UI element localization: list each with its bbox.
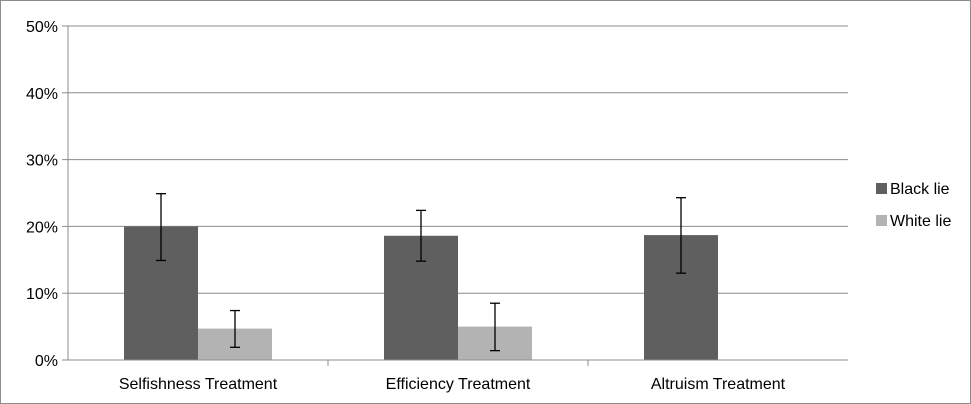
legend: Black lie White lie	[876, 181, 951, 230]
legend-label: Black lie	[890, 181, 950, 198]
x-category-label: Selfishness Treatment	[119, 376, 278, 393]
x-category-label: Efficiency Treatment	[386, 376, 531, 393]
y-tick-label: 20%	[26, 219, 58, 236]
y-tick-label: 10%	[26, 286, 58, 303]
axes: 0% 10% 20% 30% 40% 50% Selfishness Treatment Ef…	[26, 19, 848, 393]
y-tick-label: 50%	[26, 19, 58, 36]
y-tick-label: 40%	[26, 86, 58, 103]
legend-swatch	[876, 183, 887, 194]
legend-swatch	[876, 215, 887, 226]
legend-label: White lie	[890, 213, 951, 230]
error-bars	[156, 193, 686, 352]
x-category-label: Altruism Treatment	[651, 376, 786, 393]
y-tick-label: 0%	[35, 353, 58, 370]
y-tick-label: 30%	[26, 153, 58, 170]
